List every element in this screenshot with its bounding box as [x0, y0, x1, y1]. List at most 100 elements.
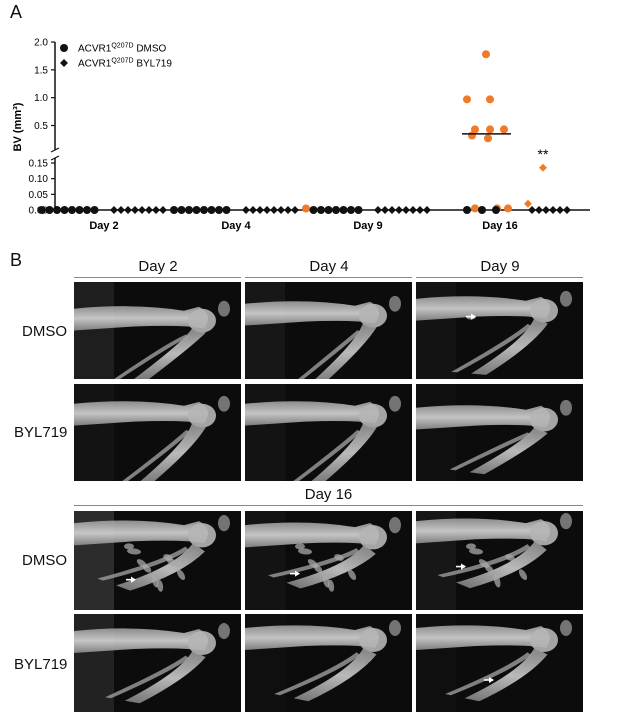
panel-b-letter: B — [10, 250, 23, 270]
data-point-dmso — [492, 206, 500, 214]
data-point-byl719 — [249, 206, 257, 214]
y-tick-label: 1.5 — [34, 65, 48, 76]
data-point-dmso — [75, 206, 84, 214]
data-point-byl719 — [242, 206, 250, 214]
data-point-dmso — [354, 206, 363, 214]
column-rule-day9 — [416, 277, 583, 278]
y-tick-label: 1.0 — [34, 93, 48, 104]
microct-dmso-day2 — [74, 282, 241, 379]
data-point-dmso — [347, 206, 355, 214]
data-point-byl719 — [409, 206, 417, 214]
microct-byl719-day16-3 — [416, 614, 583, 712]
significance-annotation: ** — [538, 146, 549, 162]
data-point-byl719 — [549, 206, 557, 214]
data-point-byl719 — [556, 206, 564, 214]
microct-dmso-day16-1 — [74, 511, 241, 610]
microct-byl719-day9 — [416, 384, 583, 481]
data-point-dmso — [309, 206, 318, 214]
data-point-byl719 — [291, 206, 299, 214]
data-point-byl719 — [263, 206, 271, 214]
microct-dmso-day16-3 — [416, 511, 583, 610]
microct-byl719-day4 — [245, 384, 412, 481]
data-point-dmso — [332, 206, 340, 214]
data-point-dmso — [60, 206, 69, 214]
x-category-label: Day 4 — [221, 220, 251, 232]
data-point-byl719 — [152, 206, 160, 214]
data-point-dmso — [83, 206, 91, 214]
microct-dmso-day16-2 — [245, 511, 412, 610]
column-header-day2: Day 2 — [138, 258, 178, 275]
data-point-dmso — [463, 95, 471, 104]
data-point-dmso — [177, 206, 186, 214]
data-point-byl719 — [535, 206, 543, 214]
y-tick-label: 2.0 — [34, 38, 48, 49]
data-point-dmso — [484, 134, 492, 143]
data-point-dmso — [463, 206, 471, 214]
data-point-byl719 — [124, 206, 132, 214]
data-point-byl719 — [131, 206, 139, 214]
data-point-dmso — [500, 125, 508, 134]
x-category-label: Day 16 — [482, 220, 517, 232]
x-category-label: Day 2 — [89, 220, 118, 232]
column-rule-day2 — [74, 277, 241, 278]
data-point-dmso — [504, 204, 512, 213]
x-category-label: Day 9 — [353, 220, 382, 232]
data-point-byl719 — [563, 206, 571, 214]
column-header-day4: Day 4 — [309, 258, 349, 275]
row-label-byl719-bottom: BYL719 — [14, 656, 68, 673]
data-point-dmso — [302, 204, 310, 213]
legend-label-dmso: ACVR1Q207D DMSO — [78, 43, 167, 55]
data-point-byl719 — [159, 206, 167, 214]
data-point-dmso — [90, 206, 99, 214]
data-point-byl719 — [270, 206, 278, 214]
legend-marker-dmso — [60, 44, 68, 52]
y-tick-label: 0.05 — [29, 190, 49, 201]
data-point-byl719 — [416, 206, 424, 214]
data-point-dmso — [478, 206, 486, 214]
data-point-dmso — [207, 206, 216, 214]
data-point-byl719 — [402, 206, 410, 214]
data-point-dmso — [471, 204, 479, 213]
data-point-dmso — [215, 206, 223, 214]
row-label-dmso-bottom: DMSO — [22, 552, 67, 569]
data-point-dmso — [45, 206, 54, 214]
data-point-dmso — [486, 95, 494, 104]
data-point-byl719 — [284, 206, 292, 214]
microct-byl719-day2 — [74, 384, 241, 481]
panel-a-letter: A — [10, 2, 23, 22]
data-point-dmso — [185, 206, 193, 214]
data-point-byl719 — [539, 163, 547, 172]
data-point-byl719 — [145, 206, 153, 214]
microct-byl719-day16-2 — [245, 614, 412, 712]
y-tick-label: 0.10 — [29, 174, 49, 185]
data-point-dmso — [468, 131, 476, 140]
data-point-dmso — [222, 206, 231, 214]
data-point-dmso — [471, 125, 479, 134]
data-point-dmso — [486, 125, 494, 134]
data-point-dmso — [38, 206, 46, 214]
data-point-dmso — [170, 206, 178, 214]
data-point-byl719 — [542, 206, 550, 214]
day16-rule — [74, 505, 583, 506]
axis-break-mark — [50, 147, 60, 153]
y-axis-label: BV (mm³) — [12, 102, 24, 151]
data-point-byl719 — [138, 206, 146, 214]
row-label-dmso-top: DMSO — [22, 323, 67, 340]
data-point-dmso — [482, 50, 490, 59]
day16-header: Day 16 — [304, 486, 353, 503]
data-point-dmso — [192, 206, 201, 214]
data-point-byl719 — [381, 206, 389, 214]
data-point-dmso — [200, 206, 208, 214]
legend-label-byl719: ACVR1Q207D BYL719 — [78, 58, 172, 70]
data-point-dmso — [324, 206, 333, 214]
data-point-byl719 — [256, 206, 264, 214]
row-label-byl719-top: BYL719 — [14, 424, 68, 441]
axis-break-mark — [50, 155, 60, 161]
y-tick-label: 0.15 — [29, 159, 49, 170]
data-point-byl719 — [395, 206, 403, 214]
data-point-byl719 — [110, 206, 118, 214]
microct-byl719-day16-1 — [74, 614, 241, 712]
column-rule-day4 — [245, 277, 412, 278]
microct-dmso-day4 — [245, 282, 412, 379]
